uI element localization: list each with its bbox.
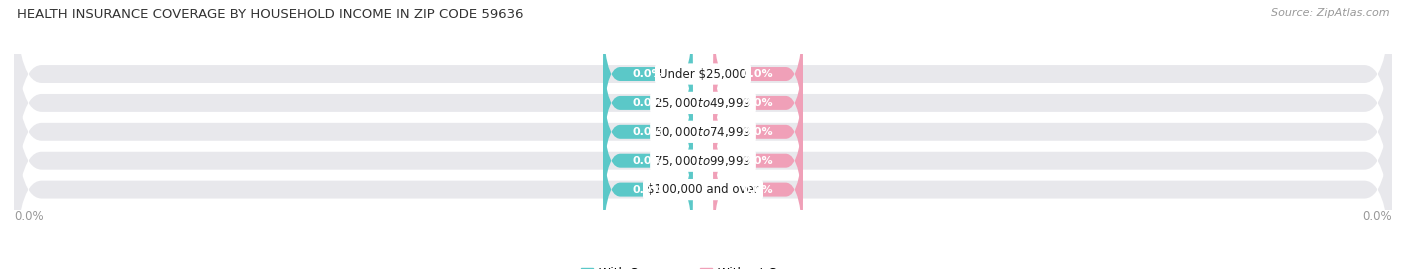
Text: 0.0%: 0.0%: [742, 127, 773, 137]
Text: $25,000 to $49,999: $25,000 to $49,999: [654, 96, 752, 110]
FancyBboxPatch shape: [14, 25, 1392, 238]
FancyBboxPatch shape: [14, 0, 1392, 210]
FancyBboxPatch shape: [713, 38, 803, 168]
FancyBboxPatch shape: [713, 95, 803, 226]
Text: 0.0%: 0.0%: [742, 185, 773, 194]
Text: 0.0%: 0.0%: [633, 156, 664, 166]
Text: 0.0%: 0.0%: [633, 98, 664, 108]
Text: 0.0%: 0.0%: [633, 185, 664, 194]
FancyBboxPatch shape: [14, 83, 1392, 269]
Text: HEALTH INSURANCE COVERAGE BY HOUSEHOLD INCOME IN ZIP CODE 59636: HEALTH INSURANCE COVERAGE BY HOUSEHOLD I…: [17, 8, 523, 21]
Text: 0.0%: 0.0%: [633, 69, 664, 79]
Text: 0.0%: 0.0%: [633, 127, 664, 137]
Text: 0.0%: 0.0%: [742, 156, 773, 166]
FancyBboxPatch shape: [603, 38, 693, 168]
Text: Under $25,000: Under $25,000: [659, 68, 747, 80]
Text: $100,000 and over: $100,000 and over: [647, 183, 759, 196]
Text: 0.0%: 0.0%: [742, 98, 773, 108]
FancyBboxPatch shape: [603, 124, 693, 255]
Text: $75,000 to $99,999: $75,000 to $99,999: [654, 154, 752, 168]
FancyBboxPatch shape: [603, 66, 693, 197]
Text: 0.0%: 0.0%: [14, 210, 44, 223]
FancyBboxPatch shape: [14, 54, 1392, 267]
Text: Source: ZipAtlas.com: Source: ZipAtlas.com: [1271, 8, 1389, 18]
FancyBboxPatch shape: [713, 9, 803, 139]
FancyBboxPatch shape: [14, 0, 1392, 181]
FancyBboxPatch shape: [713, 66, 803, 197]
FancyBboxPatch shape: [603, 9, 693, 139]
Text: $50,000 to $74,999: $50,000 to $74,999: [654, 125, 752, 139]
FancyBboxPatch shape: [713, 124, 803, 255]
Text: 0.0%: 0.0%: [742, 69, 773, 79]
Text: 0.0%: 0.0%: [1362, 210, 1392, 223]
Legend: With Coverage, Without Coverage: With Coverage, Without Coverage: [576, 263, 830, 269]
FancyBboxPatch shape: [603, 95, 693, 226]
